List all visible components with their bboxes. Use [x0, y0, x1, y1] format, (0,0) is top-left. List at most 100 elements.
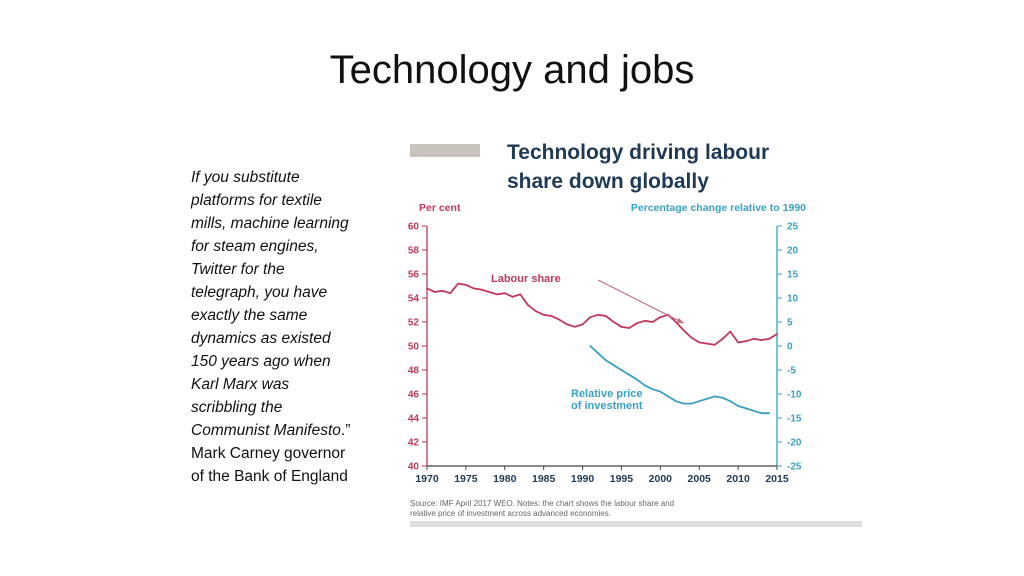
left-tick-label: 42 [408, 438, 420, 449]
quote-line: dynamics as existed [191, 330, 331, 347]
labour-share-point [737, 341, 740, 344]
right-tick-label: 15 [787, 270, 799, 281]
investment-price-point [620, 369, 623, 371]
labour-share-point [496, 293, 498, 296]
labour-share-point [534, 310, 537, 313]
right-tick-label: 0 [787, 342, 793, 353]
left-tick-label: 54 [408, 294, 420, 305]
quote-line: If you substitute [191, 169, 300, 186]
investment-price-point [651, 388, 654, 391]
labour-share-point [464, 283, 467, 286]
right-tick-label: -5 [787, 366, 796, 377]
source-note: relative price of investment across adva… [410, 509, 611, 518]
quote-line: telegraph, you have [191, 284, 328, 301]
labour-share-point [433, 291, 436, 293]
footer-bar [410, 521, 862, 527]
labour-share-point [488, 291, 491, 293]
labour-share-point [643, 319, 646, 322]
labour-share-point [713, 343, 716, 346]
left-tick-label: 58 [408, 246, 420, 257]
labour-share-point [542, 313, 545, 316]
right-tick-label: 5 [787, 318, 793, 329]
labour-share-point [457, 282, 460, 285]
investment-price-point [729, 400, 732, 403]
right-tick-label: -15 [787, 414, 802, 425]
investment-price-point [690, 402, 693, 405]
labour-share-point [503, 292, 506, 295]
labour-share-point [612, 321, 615, 323]
investment-price-point [698, 400, 701, 403]
quote-manifesto: Communist Manifesto [191, 422, 341, 439]
x-tick-label: 1975 [454, 473, 478, 485]
labour-share-point [441, 289, 444, 292]
labour-share-point [744, 340, 747, 343]
labour-share-point [682, 329, 685, 332]
investment-price-point [768, 412, 771, 415]
x-tick-label: 1980 [493, 473, 517, 485]
x-tick-label: 2000 [649, 473, 673, 485]
labour-share-point [636, 322, 638, 325]
investment-price-point [721, 396, 724, 399]
x-tick-label: 2015 [765, 473, 789, 485]
annotation-arrow-shaft [597, 279, 684, 324]
left-axis-label: Per cent [419, 202, 461, 214]
x-tick-label: 1990 [571, 473, 595, 485]
investment-price-point [682, 402, 685, 405]
investment-price-point [737, 405, 740, 407]
source-note: Source: IMF April 2017 WEO. Notes: the c… [410, 499, 674, 508]
labour-share-point [690, 336, 693, 339]
labour-share-point [573, 325, 576, 328]
left-tick-label: 44 [408, 414, 420, 425]
investment-price-point [643, 384, 646, 387]
quote-attribution: Mark Carney governor [191, 445, 346, 462]
labour-share-point [472, 287, 475, 290]
chart-title: share down globally [507, 170, 709, 193]
labour-share-point [449, 292, 452, 295]
labour-share-point [698, 341, 701, 344]
quote-line: scribbling the [191, 399, 283, 416]
labour-share-point [752, 337, 755, 340]
labour-share-point [706, 342, 708, 345]
right-tick-label: 10 [787, 294, 799, 305]
investment-price-point [706, 397, 708, 400]
labour-share-point [674, 321, 677, 323]
labour-share-point [729, 330, 732, 333]
investment-price-point [597, 352, 600, 355]
x-tick-label: 1985 [532, 473, 556, 485]
x-tick-label: 1970 [415, 473, 439, 485]
left-tick-label: 46 [408, 390, 420, 401]
investment-price-line [589, 345, 770, 415]
title-accent-bar [410, 144, 480, 157]
investment-price-point [589, 345, 592, 347]
investment-price-label: Relative price [571, 388, 643, 400]
quote-line: for steam engines, [191, 238, 319, 255]
x-tick-label: 1995 [610, 473, 634, 485]
quote-attribution: of the Bank of England [191, 468, 348, 485]
labour-share-point [581, 323, 584, 326]
labour-share-point [776, 333, 778, 335]
left-tick-label: 52 [408, 318, 420, 329]
quote-line-last: Communist Manifesto.” [191, 419, 381, 442]
labour-share-label: Labour share [491, 273, 561, 285]
quote-line: Twitter for the [191, 261, 285, 278]
labour-share-point [519, 293, 522, 296]
quote-close-mark: .” [340, 422, 351, 439]
labour-share-point [597, 313, 600, 316]
right-tick-label: 20 [787, 246, 799, 257]
labour-share-chart: Technology driving labour share down glob… [408, 141, 862, 527]
investment-price-label: of investment [571, 400, 643, 412]
investment-price-point [744, 407, 747, 410]
annotation-arrow-head [676, 317, 684, 324]
x-tick-label: 2010 [726, 473, 750, 485]
investment-price-point [667, 395, 670, 398]
left-tick-label: 40 [408, 462, 420, 473]
quote-line: exactly the same [191, 307, 308, 324]
quote-block: If you substitute platforms for textile … [191, 166, 381, 488]
labour-share-point [426, 287, 428, 290]
right-axis-label: Percentage change relative to 1990 [631, 202, 806, 214]
labour-share-point [558, 318, 561, 321]
labour-share-point [511, 295, 514, 298]
left-tick-label: 56 [408, 270, 420, 281]
left-tick-label: 48 [408, 366, 420, 377]
labour-share-point [566, 323, 568, 326]
